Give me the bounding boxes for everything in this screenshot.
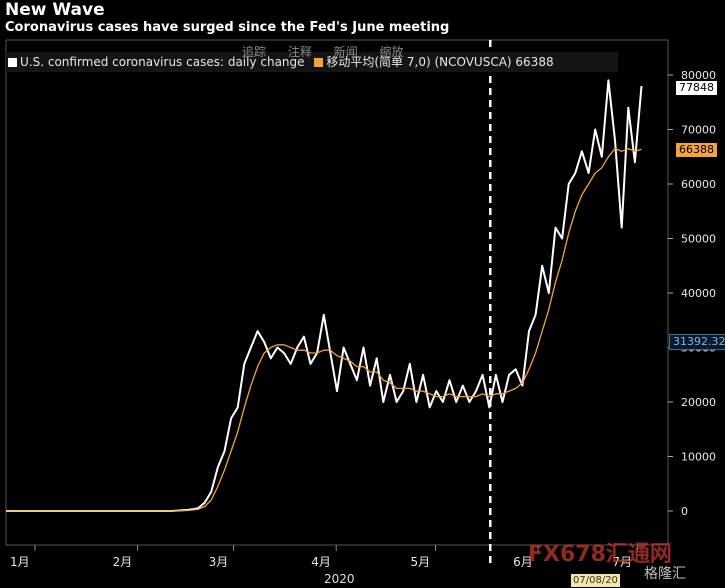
x-tick-label-0: 1月 — [10, 555, 30, 569]
y-tick-label-4: 40000 — [681, 287, 716, 300]
y-tick-label-5: 50000 — [681, 233, 716, 246]
watermark-logo-secondary: 格隆汇 — [644, 566, 686, 582]
y-tick-label-1: 10000 — [681, 451, 716, 464]
x-tick-label-3: 4月 — [311, 555, 331, 569]
toolbar-zoom-button[interactable]: 缩放 — [379, 45, 404, 59]
y-tick-label-7: 70000 — [681, 124, 716, 137]
series-line-moving-average — [6, 147, 642, 512]
series-line-daily — [6, 79, 643, 512]
chart-subtitle: Coronavirus cases have surged since the … — [5, 20, 450, 35]
legend-label-daily: U.S. confirmed coronavirus cases: daily … — [20, 55, 305, 69]
toolbar-news-button[interactable]: 新闻 — [333, 45, 358, 59]
watermark-logo: FX678汇通网 — [528, 542, 672, 567]
x-tick-label-4: 5月 — [411, 555, 431, 569]
chart-title: New Wave — [5, 0, 105, 20]
toolbar-annotate-button[interactable]: 注释 — [287, 45, 312, 59]
x-tick-label-5: 6月 — [513, 555, 533, 569]
y-tick-label-0: 0 — [681, 505, 688, 518]
y-tick-label-6: 60000 — [681, 178, 716, 191]
x-axis-year-label: 2020 — [324, 572, 355, 586]
x-tick-label-2: 3月 — [209, 555, 229, 569]
legend-label-ma: 移动平均(简单 7,0) (NCOVUSCA) 66388 — [326, 55, 554, 69]
crosshair-value-tag: 31392.32 — [669, 334, 725, 350]
last-value-daily-tag: 77848 — [676, 81, 717, 95]
toolbar-track-button[interactable]: 追踪 — [242, 45, 267, 59]
legend-swatch-ma — [314, 58, 324, 67]
chart-toolbar: 追踪 注释 新闻 缩放 — [242, 43, 422, 60]
x-tick-label-6: 7月 — [612, 555, 632, 569]
y-tick-label-8: 80000 — [681, 69, 716, 82]
crosshair-date-tag: 07/08/20 — [571, 574, 620, 587]
last-value-ma-tag: 66388 — [676, 143, 717, 157]
y-tick-label-2: 20000 — [681, 396, 716, 409]
x-tick-label-1: 2月 — [113, 555, 133, 569]
legend: U.S. confirmed coronavirus cases: daily … — [6, 52, 618, 72]
legend-swatch-daily — [8, 58, 17, 67]
